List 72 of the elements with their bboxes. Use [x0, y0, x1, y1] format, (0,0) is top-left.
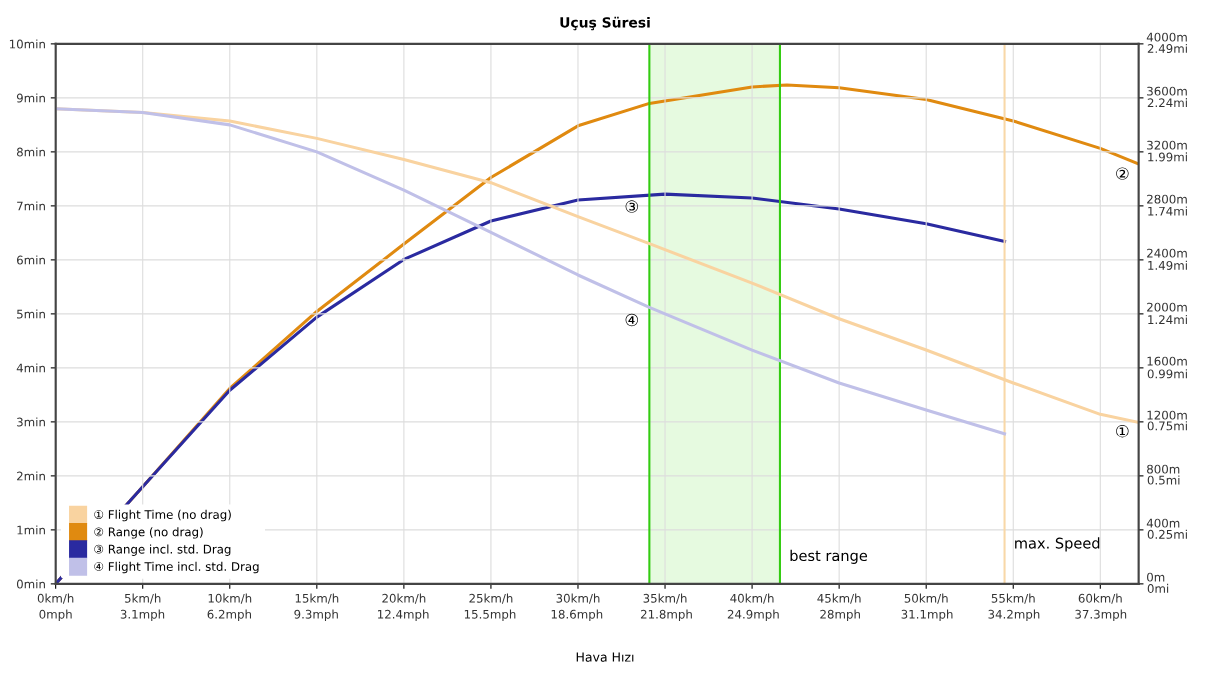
- y2-tick-label: 0m: [1147, 572, 1165, 582]
- y2-tick-label: 3200m: [1147, 140, 1187, 150]
- x-tick-label: 10km/h: [208, 593, 252, 604]
- x2-tick-label: 28mph: [820, 609, 860, 621]
- x-tick-label: 40km/h: [730, 593, 774, 604]
- x2-tick-label: 18.6mph: [551, 609, 603, 621]
- x-tick-label: 0km/h: [37, 593, 74, 604]
- x2-tick-label: 24.9mph: [727, 609, 779, 621]
- x2-tick-label: 0mph: [39, 609, 72, 621]
- annotation: ②: [1116, 167, 1129, 180]
- y2-tick-label: 2000m: [1147, 302, 1187, 312]
- line-series: [55, 107, 1007, 436]
- y2-tick-label: 4000m: [1146, 32, 1187, 42]
- y-tick-label: 0min: [16, 579, 45, 589]
- x-tick-label: 50km/h: [904, 593, 948, 604]
- y-tick-label: 3min: [17, 417, 45, 427]
- y3-tick-label: 0.25mi: [1147, 529, 1187, 539]
- x2-tick-label: 37.3mph: [1075, 609, 1127, 621]
- y-tick-label: 8min: [16, 147, 45, 157]
- y2-tick-label: 3600m: [1147, 86, 1187, 96]
- x-tick-label: 45km/h: [817, 593, 861, 604]
- x2-tick-label: 6.2mph: [207, 609, 251, 621]
- x-tick-label: 55km/h: [991, 593, 1035, 604]
- annotation: ④: [625, 313, 639, 327]
- x2-tick-label: 31.1mph: [901, 609, 953, 621]
- x-tick-label: 60km/h: [1078, 593, 1122, 604]
- y-tick-label: 1min: [17, 525, 45, 535]
- y3-tick-label: 1.49mi: [1148, 260, 1187, 270]
- x-tick-label: 35km/h: [643, 593, 687, 604]
- y3-tick-label: 1.99mi: [1148, 152, 1187, 162]
- y-tick-label: 7min: [17, 201, 45, 211]
- x2-tick-label: 9.3mph: [294, 609, 338, 621]
- y2-tick-label: 2400m: [1147, 248, 1187, 258]
- x-tick-label: 15km/h: [295, 593, 339, 604]
- x-tick-label: 30km/h: [556, 593, 600, 604]
- y2-tick-label: 1200m: [1147, 410, 1187, 420]
- y-tick-label: 6min: [16, 255, 45, 265]
- band-label: best range: [790, 549, 868, 564]
- y2-tick-label: 800m: [1147, 464, 1180, 474]
- y3-tick-label: 0.75mi: [1147, 421, 1187, 431]
- ref-line-label: max. Speed: [1015, 537, 1100, 552]
- y3-tick-label: 1.24mi: [1148, 314, 1187, 324]
- x2-tick-label: 12.4mph: [378, 609, 429, 621]
- y3-tick-label: 2.49mi: [1147, 43, 1187, 54]
- legend-label: ④ Flight Time incl. std. Drag: [94, 561, 259, 574]
- y2-tick-label: 2800m: [1147, 194, 1187, 204]
- y3-tick-label: 1.74mi: [1148, 206, 1187, 216]
- y2-tick-label: 400m: [1146, 518, 1180, 528]
- x2-tick-label: 3.1mph: [120, 609, 165, 621]
- x-tick-label: 25km/h: [469, 593, 513, 604]
- y-tick-label: 9min: [16, 93, 45, 103]
- legend-label: ③ Range incl. std. Drag: [94, 544, 231, 556]
- y3-tick-label: 0.5mi: [1147, 475, 1180, 485]
- x-tick-label: 20km/h: [382, 593, 426, 604]
- x2-tick-label: 21.8mph: [640, 609, 692, 621]
- y-tick-label: 10min: [9, 39, 45, 49]
- x-axis-title: Hava Hızı: [576, 652, 634, 662]
- x-tick-label: 5km/h: [124, 593, 161, 604]
- legend-label: ② Range (no drag): [94, 527, 203, 539]
- y3-tick-label: 2.24mi: [1147, 98, 1187, 108]
- y-tick-label: 5min: [17, 309, 45, 319]
- annotation: ①: [1116, 424, 1129, 438]
- y3-tick-label: 0mi: [1147, 583, 1169, 594]
- y-tick-label: 2min: [17, 471, 45, 481]
- annotation: ③: [625, 200, 639, 213]
- legend-label: ① Flight Time (no drag): [94, 509, 231, 522]
- y3-tick-label: 0.99mi: [1147, 369, 1187, 379]
- y2-tick-label: 1600m: [1147, 356, 1187, 366]
- chart-title: Uçuş Süresi: [560, 16, 650, 31]
- x2-tick-label: 34.2mph: [988, 609, 1040, 621]
- x2-tick-label: 15.5mph: [464, 609, 516, 621]
- y-tick-label: 4min: [16, 363, 45, 373]
